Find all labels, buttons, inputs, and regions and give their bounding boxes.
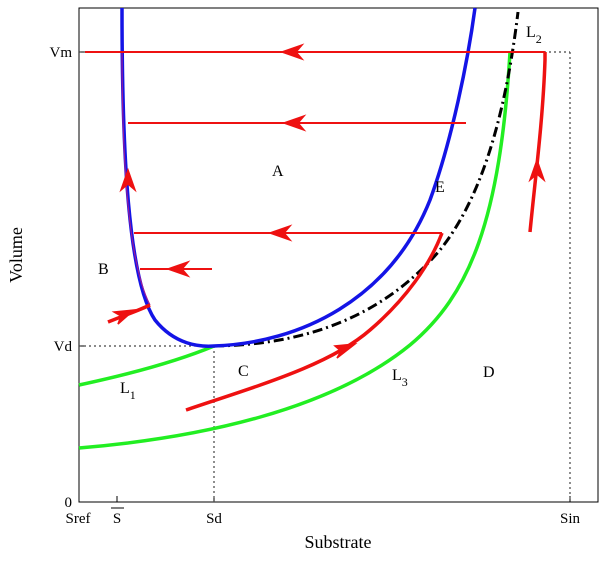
arrow-upright-icon [111,309,137,325]
curve-label-l2: L2 [526,24,542,46]
red-trajectory-right [528,52,547,233]
region-label-a: A [272,163,284,180]
region-label-e: E [435,179,445,196]
ytick-zero: 0 [65,495,73,511]
region-label-b: B [98,261,109,278]
blue-curve [120,7,477,348]
left-branch-overlay [121,51,151,306]
curve-label-l1: L1 [120,380,136,402]
green-curve-L1 [78,344,215,387]
dotted-guides [79,51,571,502]
ytick-vd: Vd [54,339,73,355]
green-curve-lower [78,51,512,450]
arrow-left-icon [165,260,191,278]
xtick-s-bar: S [113,511,121,527]
plot-frame [78,7,599,503]
y-axis-title: Volume [6,227,26,283]
curve-label-l3: L3 [392,367,408,389]
region-label-c: C [238,363,249,380]
x-axis-title: Substrate [305,532,372,552]
arrow-left-icon [281,114,307,132]
axis-ticks [79,51,571,502]
arrow-up-icon [528,157,546,183]
red-arrowheads [111,43,546,359]
ytick-vm: Vm [50,45,73,61]
region-label-d: D [483,364,495,381]
red-trajectory-lower [185,232,444,412]
xtick-sd: Sd [206,511,222,527]
arrow-up-icon [119,167,137,193]
black-dashdot-curve-L2 [213,11,520,348]
arrow-upright-icon [333,342,358,359]
xtick-sref: Sref [66,511,91,527]
arrow-left-icon [267,224,293,242]
xtick-sin: Sin [560,511,581,527]
arrow-left-icon [279,43,305,61]
red-horizontal-trajectories [85,51,545,270]
